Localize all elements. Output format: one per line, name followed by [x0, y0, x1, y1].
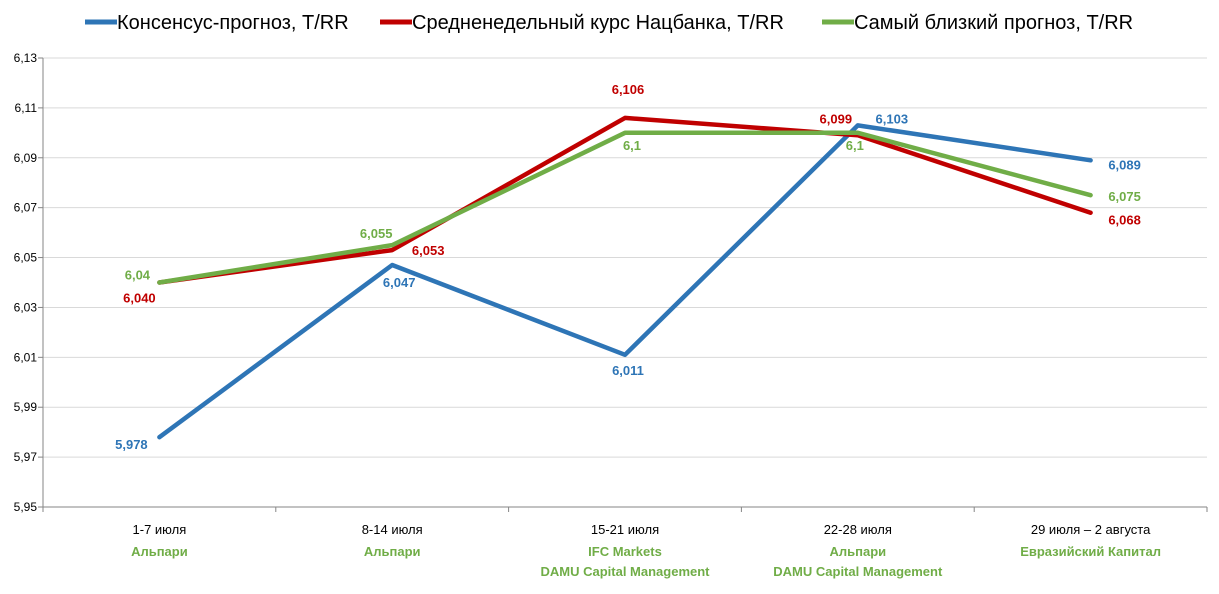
data-label: 6,1: [846, 138, 864, 153]
data-label: 5,978: [115, 437, 148, 452]
data-label: 6,068: [1108, 213, 1141, 228]
series-line-1: [157, 123, 1093, 440]
x-tick-label: 15-21 июля: [591, 522, 659, 537]
category-sublabel: IFC Markets: [588, 544, 662, 559]
data-label: 6,099: [820, 111, 853, 126]
legend-label: Консенсус-прогноз, Т/RR: [117, 12, 349, 34]
data-label: 6,047: [383, 275, 416, 290]
category-sublabel: DAMU Capital Management: [773, 564, 943, 579]
series-line-2: [157, 115, 1093, 285]
data-label: 6,075: [1108, 189, 1141, 204]
y-tick-label: 6,01: [14, 350, 38, 364]
x-tick-label: 8-14 июля: [362, 522, 423, 537]
category-sublabel: Альпари: [829, 544, 886, 559]
y-tick-label: 5,99: [14, 400, 38, 414]
x-tick-label: 29 июля – 2 августа: [1031, 522, 1151, 537]
y-tick-label: 6,05: [14, 251, 38, 265]
series-line-3: [157, 130, 1093, 285]
data-label: 6,040: [123, 291, 156, 306]
data-label: 6,103: [876, 111, 909, 126]
y-tick-label: 6,03: [14, 300, 38, 314]
category-sublabel: DAMU Capital Management: [540, 564, 710, 579]
data-label: 6,055: [360, 226, 393, 241]
category-sublabel: Альпари: [131, 544, 188, 559]
category-sublabel: Евразийский Капитал: [1020, 544, 1161, 559]
x-tick-label: 22-28 июля: [824, 522, 892, 537]
data-label: 6,1: [623, 138, 641, 153]
data-label: 6,011: [612, 363, 644, 378]
data-label: 6,053: [412, 243, 445, 258]
axes: [42, 58, 1208, 512]
category-sublabel: Альпари: [364, 544, 421, 559]
y-tick-label: 5,95: [14, 500, 38, 514]
y-tick-label: 6,11: [15, 101, 38, 115]
data-label: 6,106: [612, 82, 645, 97]
data-label: 6,04: [125, 268, 151, 283]
y-tick-label: 6,07: [14, 201, 38, 215]
series-lines: [157, 115, 1093, 440]
gridlines: [43, 57, 1207, 508]
data-label: 6,089: [1108, 157, 1141, 172]
y-tick-label: 5,97: [14, 450, 38, 464]
legend: Консенсус-прогноз, Т/RR Средненедельный к…: [85, 12, 1133, 34]
legend-label: Самый близкий прогноз, Т/RR: [854, 12, 1133, 34]
data-labels: 5,978 6,047 6,011 6,103 6,089 6,040 6,053 6,106…: [115, 82, 1141, 452]
legend-label: Средненедельный курс Нацбанка, Т/RR: [412, 12, 784, 34]
y-tick-label: 6,13: [14, 51, 38, 65]
y-axis-ticks: 5,95 5,97 5,99 6,01 6,03 6,05 6,07 6,09 6,11 6,13: [14, 51, 43, 514]
x-axis-categories: 1-7 июля Альпари 8-14 июля Альпари 15-21 июл…: [131, 522, 1161, 579]
y-tick-label: 6,09: [14, 151, 38, 165]
x-tick-label: 1-7 июля: [133, 522, 187, 537]
